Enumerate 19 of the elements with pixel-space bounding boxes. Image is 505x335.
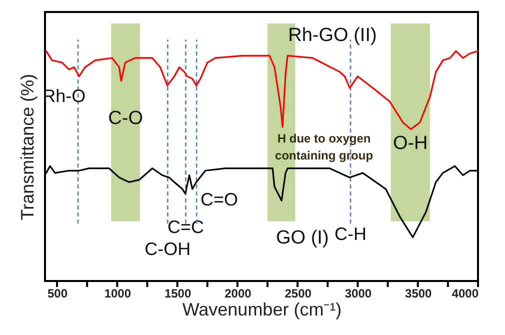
x-tick-label: 500 (48, 286, 68, 300)
band-label: C-O (108, 108, 143, 129)
ref-line-label: C=C (167, 217, 204, 238)
x-tick-label: 2000 (224, 286, 252, 300)
x-tick-label: 3000 (344, 286, 372, 300)
ref-line-label: C-OH (144, 238, 191, 259)
x-axis-title: Wavenumber (cm⁻¹) (182, 300, 342, 320)
ref-line-label: C=O (200, 190, 238, 210)
y-axis-title: Transmittance (%) (18, 74, 38, 220)
x-tick-label: 1500 (164, 286, 192, 300)
x-tick-label: 1000 (104, 286, 132, 300)
x-tick-label: 3500 (405, 286, 432, 300)
series-label: GO (I) (276, 227, 329, 248)
x-tick-label: 4000 (452, 286, 479, 300)
band-label: O-H (392, 133, 428, 154)
ref-line-label: C-H (334, 224, 367, 244)
series-label: Rh-GO (II) (288, 24, 377, 46)
annotation: H due to oxygen containing group (275, 131, 374, 162)
x-tick-label: 2500 (284, 286, 312, 300)
